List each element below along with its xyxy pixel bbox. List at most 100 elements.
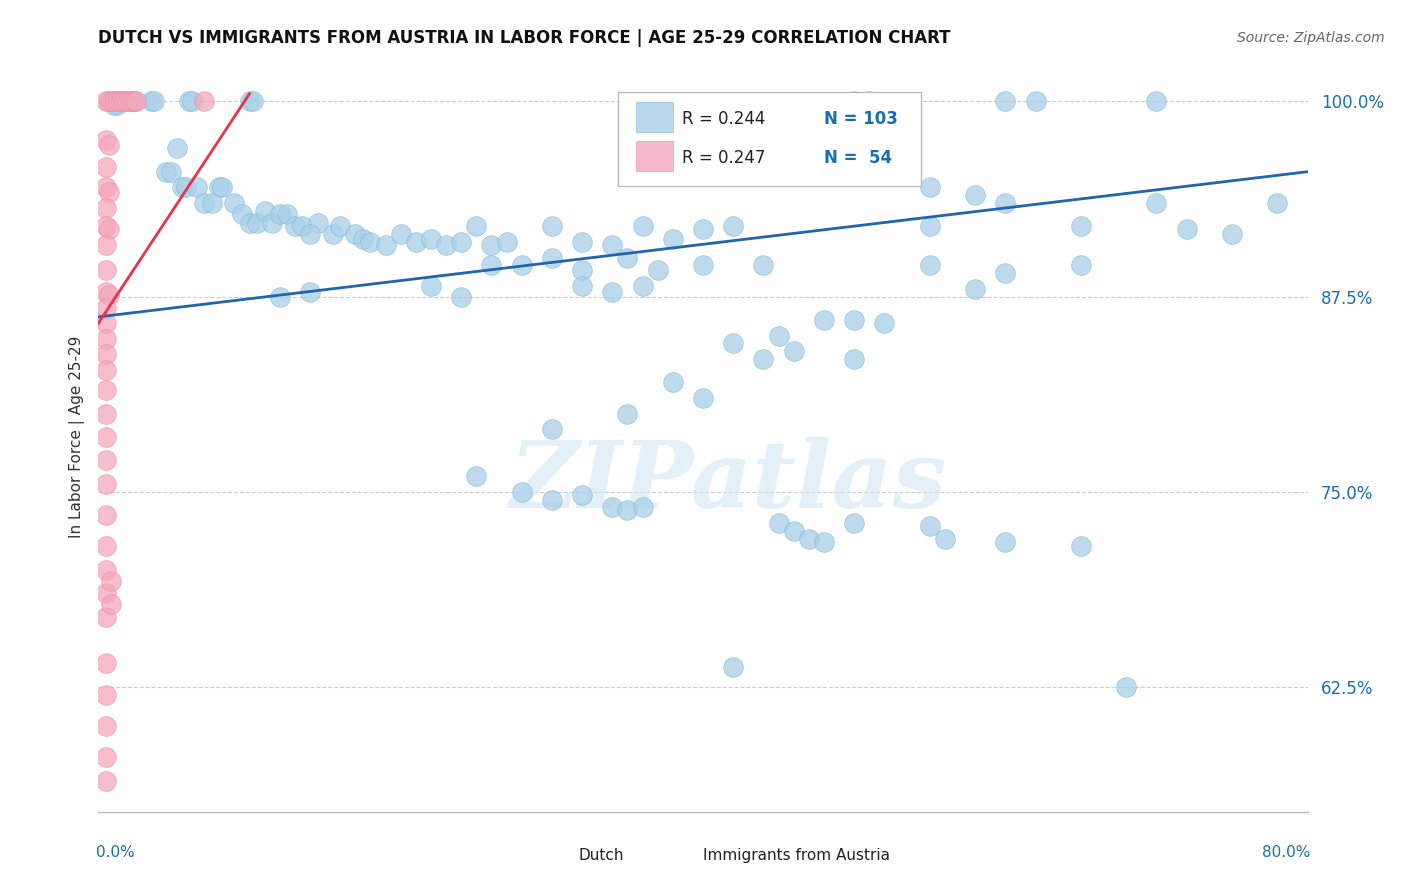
Point bbox=[193, 195, 215, 210]
Point bbox=[420, 232, 443, 246]
Point bbox=[94, 180, 117, 194]
Point bbox=[481, 238, 503, 252]
Point bbox=[510, 484, 533, 499]
Text: Immigrants from Austria: Immigrants from Austria bbox=[703, 847, 890, 863]
Point bbox=[94, 539, 117, 553]
Point bbox=[103, 95, 125, 109]
Point bbox=[389, 227, 412, 241]
Point bbox=[813, 534, 835, 549]
Point bbox=[105, 97, 128, 112]
Point bbox=[994, 534, 1017, 549]
Point bbox=[94, 238, 117, 252]
Point bbox=[434, 238, 457, 252]
Point bbox=[1144, 95, 1167, 109]
Point bbox=[752, 258, 775, 272]
Point bbox=[661, 376, 683, 390]
Point bbox=[231, 207, 253, 221]
Point bbox=[155, 164, 177, 178]
Point bbox=[918, 219, 941, 234]
Point bbox=[94, 586, 117, 600]
Point bbox=[783, 344, 806, 359]
Point bbox=[571, 278, 593, 293]
Point bbox=[94, 201, 117, 215]
Point bbox=[752, 351, 775, 366]
Point bbox=[98, 185, 121, 199]
Point bbox=[616, 503, 638, 517]
Point bbox=[768, 328, 790, 343]
Point bbox=[94, 508, 117, 522]
Point bbox=[94, 430, 117, 444]
Point bbox=[616, 251, 638, 265]
Point bbox=[141, 95, 163, 109]
Point bbox=[299, 285, 322, 299]
Point bbox=[94, 301, 117, 315]
Point bbox=[647, 263, 669, 277]
Point bbox=[179, 95, 201, 109]
Point bbox=[211, 180, 233, 194]
Point bbox=[201, 195, 224, 210]
Point bbox=[98, 138, 121, 153]
Point bbox=[108, 95, 131, 109]
Point bbox=[100, 574, 122, 588]
Point bbox=[540, 492, 562, 507]
Point bbox=[571, 263, 593, 277]
FancyBboxPatch shape bbox=[619, 93, 921, 186]
Point bbox=[160, 164, 183, 178]
Point bbox=[122, 95, 145, 109]
Point bbox=[692, 222, 714, 236]
Point bbox=[858, 95, 880, 109]
Point bbox=[114, 95, 136, 109]
Point bbox=[322, 227, 344, 241]
FancyBboxPatch shape bbox=[637, 141, 672, 171]
Point bbox=[269, 289, 291, 303]
Point bbox=[994, 266, 1017, 280]
Point bbox=[540, 422, 562, 436]
Point bbox=[224, 195, 246, 210]
Point bbox=[1175, 222, 1198, 236]
Text: N =  54: N = 54 bbox=[824, 149, 891, 168]
Point bbox=[94, 263, 117, 277]
Point bbox=[631, 219, 654, 234]
Point bbox=[110, 95, 132, 109]
Point bbox=[1024, 95, 1046, 109]
Point bbox=[934, 532, 956, 546]
Point bbox=[465, 219, 488, 234]
Point bbox=[1144, 195, 1167, 210]
Point bbox=[111, 95, 134, 109]
Point bbox=[262, 216, 284, 230]
Point bbox=[571, 235, 593, 249]
Point bbox=[360, 235, 382, 249]
Text: ZIPatlas: ZIPatlas bbox=[509, 437, 946, 527]
Point bbox=[844, 313, 866, 327]
Point bbox=[103, 97, 125, 112]
Point bbox=[107, 95, 129, 109]
Point bbox=[602, 238, 624, 252]
Point bbox=[94, 347, 117, 361]
Point bbox=[307, 216, 329, 230]
Point bbox=[329, 219, 352, 234]
Point bbox=[94, 384, 117, 398]
Point bbox=[994, 195, 1017, 210]
Point bbox=[783, 524, 806, 538]
Point bbox=[94, 407, 117, 421]
Point bbox=[94, 773, 117, 788]
Text: R = 0.247: R = 0.247 bbox=[682, 149, 766, 168]
Point bbox=[101, 95, 124, 109]
Point bbox=[692, 391, 714, 405]
Point bbox=[94, 688, 117, 702]
Text: N = 103: N = 103 bbox=[824, 110, 898, 128]
Point bbox=[918, 519, 941, 533]
Point bbox=[1070, 539, 1092, 553]
Point bbox=[571, 488, 593, 502]
Point bbox=[661, 232, 683, 246]
Point bbox=[344, 227, 367, 241]
Point bbox=[631, 278, 654, 293]
Text: DUTCH VS IMMIGRANTS FROM AUSTRIA IN LABOR FORCE | AGE 25-29 CORRELATION CHART: DUTCH VS IMMIGRANTS FROM AUSTRIA IN LABO… bbox=[98, 29, 950, 47]
Point bbox=[94, 219, 117, 234]
Point bbox=[94, 657, 117, 671]
Point bbox=[208, 180, 231, 194]
FancyBboxPatch shape bbox=[637, 103, 672, 132]
Point bbox=[1220, 227, 1243, 241]
Point bbox=[510, 258, 533, 272]
Point bbox=[94, 609, 117, 624]
